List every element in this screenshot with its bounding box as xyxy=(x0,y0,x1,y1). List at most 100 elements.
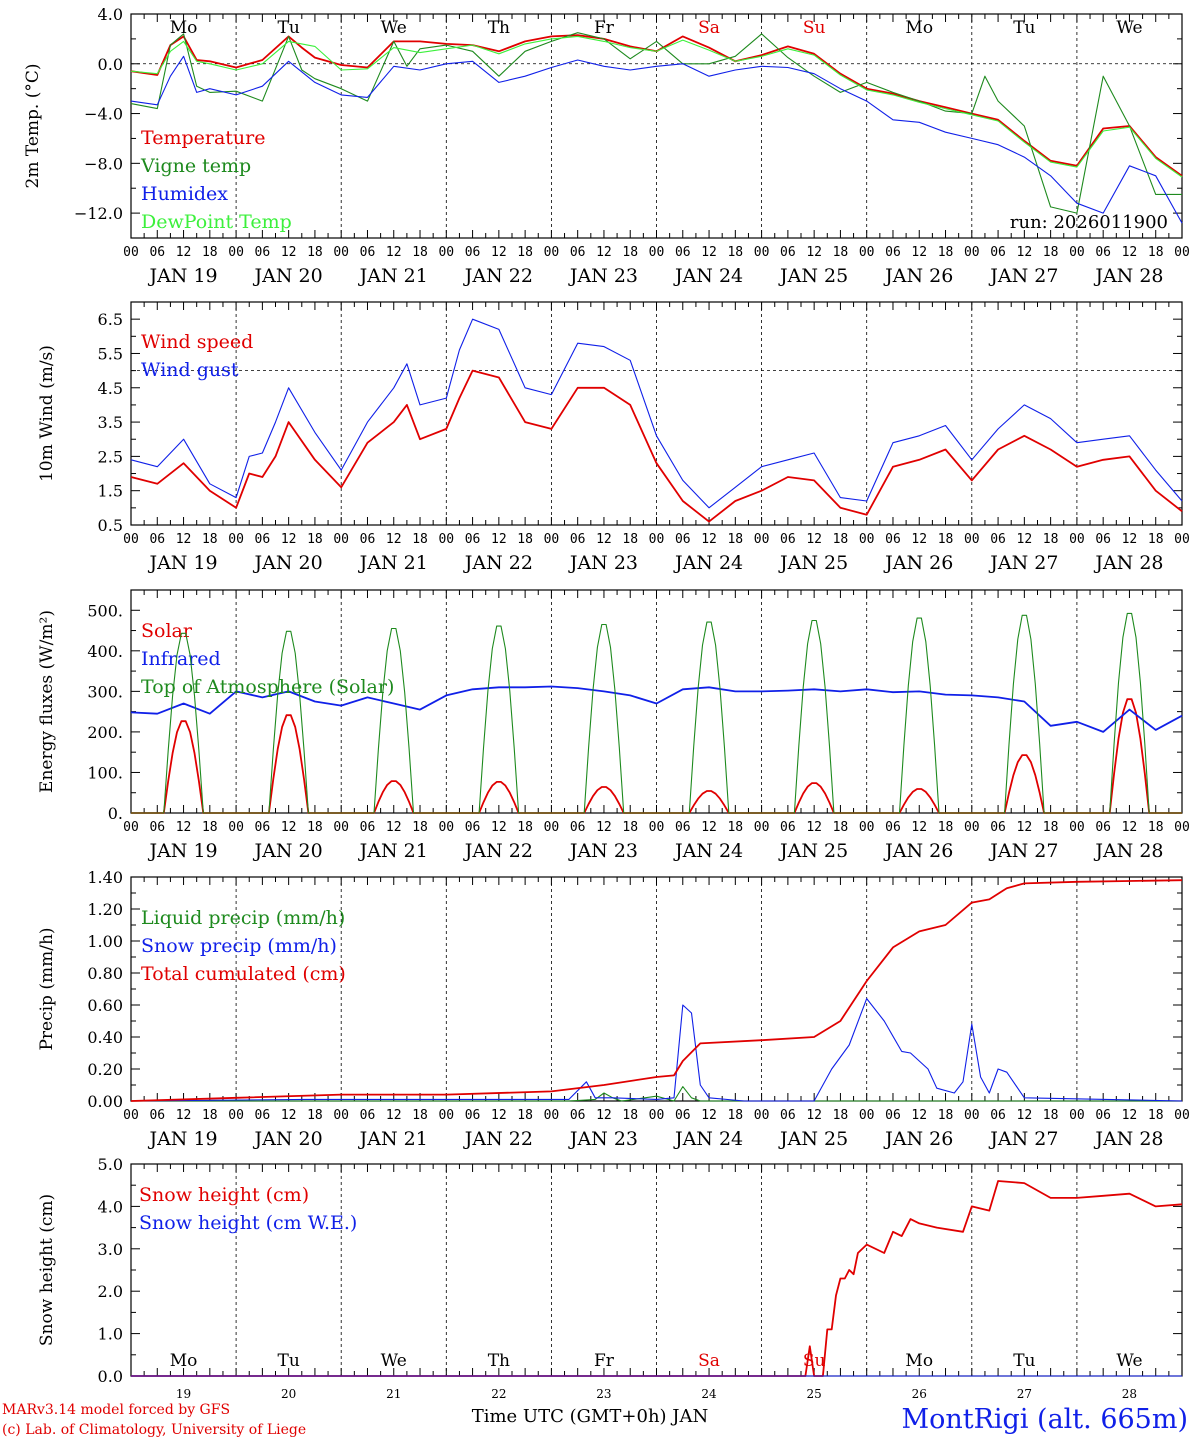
hour-tick-label: 12 xyxy=(1017,245,1033,260)
weekday-label: Tu xyxy=(1013,1351,1035,1371)
hour-tick-label: 00 xyxy=(754,1108,770,1123)
hour-tick-label: 00 xyxy=(964,1108,980,1123)
hour-tick-label: 18 xyxy=(727,532,743,547)
hour-tick-label: 18 xyxy=(202,245,218,260)
precip-legend-entry: Liquid precip (mm/h) xyxy=(141,907,345,929)
hour-tick-label: 00 xyxy=(859,820,875,835)
day-label: JAN 24 xyxy=(673,1128,743,1150)
hour-tick-label: 18 xyxy=(727,1108,743,1123)
day-label: JAN 21 xyxy=(358,265,428,287)
hour-tick-label: 06 xyxy=(465,532,481,547)
precip-y-tick-label: 0.20 xyxy=(87,1060,123,1079)
hour-tick-label: 06 xyxy=(780,1108,796,1123)
hour-tick-label: 00 xyxy=(1069,1108,1085,1123)
hour-tick-label: 12 xyxy=(911,820,927,835)
hour-tick-label: 06 xyxy=(990,245,1006,260)
hour-tick-label: 18 xyxy=(517,820,533,835)
hour-tick-label: 18 xyxy=(622,532,638,547)
hour-tick-label: 00 xyxy=(438,1108,454,1123)
hour-tick-label: 06 xyxy=(149,820,165,835)
hour-tick-label: 18 xyxy=(727,820,743,835)
day-number-label: 24 xyxy=(701,1387,717,1401)
hour-tick-label: 18 xyxy=(517,1108,533,1123)
weekday-label: Mo xyxy=(170,18,198,38)
day-label: JAN 26 xyxy=(883,1128,953,1150)
hour-tick-label: 00 xyxy=(1069,245,1085,260)
snow-y-tick-label: 2.0 xyxy=(98,1282,123,1301)
hour-tick-label: 00 xyxy=(1174,245,1190,260)
hour-tick-label: 12 xyxy=(911,245,927,260)
day-label: JAN 20 xyxy=(253,265,323,287)
weekday-label: Su xyxy=(803,18,826,38)
wind-y-tick-label: 1.5 xyxy=(98,482,123,501)
precip-series-snow-precip-mm-h- xyxy=(130,998,1183,1102)
temp-y-tick-label: −8.0 xyxy=(84,154,123,173)
weekday-label: Th xyxy=(488,18,510,38)
hour-tick-label: 00 xyxy=(649,245,665,260)
day-label: JAN 24 xyxy=(673,265,743,287)
snow-y-tick-label: 3.0 xyxy=(98,1240,123,1259)
hour-tick-label: 12 xyxy=(1122,820,1138,835)
hour-tick-label: 06 xyxy=(255,532,271,547)
day-label: JAN 23 xyxy=(568,840,638,862)
hour-tick-label: 06 xyxy=(149,245,165,260)
hour-tick-label: 06 xyxy=(780,245,796,260)
hour-tick-label: 00 xyxy=(228,1108,244,1123)
hour-tick-label: 00 xyxy=(544,820,560,835)
weekday-label: We xyxy=(381,18,407,38)
hour-tick-label: 12 xyxy=(176,1108,192,1123)
hour-tick-label: 06 xyxy=(360,245,376,260)
hour-tick-label: 12 xyxy=(701,532,717,547)
hour-tick-label: 18 xyxy=(622,245,638,260)
hour-tick-label: 00 xyxy=(859,532,875,547)
day-label: JAN 28 xyxy=(1093,265,1163,287)
wind-y-tick-label: 4.5 xyxy=(98,379,123,398)
energy-legend-entry: Solar xyxy=(141,620,193,642)
day-label: JAN 21 xyxy=(358,1128,428,1150)
precip-y-tick-label: 1.00 xyxy=(87,932,123,951)
hour-tick-label: 18 xyxy=(1148,532,1164,547)
hour-tick-label: 06 xyxy=(990,532,1006,547)
hour-tick-label: 00 xyxy=(1174,1108,1190,1123)
day-label: JAN 22 xyxy=(463,552,533,574)
day-label: JAN 24 xyxy=(673,552,743,574)
hour-tick-label: 12 xyxy=(491,1108,507,1123)
hour-tick-label: 06 xyxy=(675,820,691,835)
hour-tick-label: 00 xyxy=(649,532,665,547)
snow-y-tick-label: 5.0 xyxy=(98,1155,123,1174)
temp-series-vigne-temp xyxy=(130,32,1182,214)
temp-legend-entry: Temperature xyxy=(141,127,265,149)
hour-tick-label: 18 xyxy=(1148,1108,1164,1123)
wind-plot-frame xyxy=(130,301,1183,526)
day-label: JAN 26 xyxy=(883,265,953,287)
hour-tick-label: 00 xyxy=(1069,820,1085,835)
hour-tick-label: 12 xyxy=(596,1108,612,1123)
day-label: JAN 24 xyxy=(673,840,743,862)
hour-tick-label: 06 xyxy=(1095,532,1111,547)
hour-tick-label: 12 xyxy=(806,532,822,547)
hour-tick-label: 18 xyxy=(1043,820,1059,835)
energy-y-tick-label: 500. xyxy=(87,601,123,620)
wind-y-tick-label: 3.5 xyxy=(98,413,123,432)
hour-tick-label: 06 xyxy=(780,532,796,547)
hour-tick-label: 12 xyxy=(806,820,822,835)
hour-tick-label: 00 xyxy=(438,532,454,547)
day-number-label: 20 xyxy=(281,1387,296,1401)
hour-tick-label: 06 xyxy=(465,820,481,835)
lab-credit: (c) Lab. of Climatology, University of L… xyxy=(2,1422,306,1438)
hour-tick-label: 00 xyxy=(333,245,349,260)
energy-series-top-of-atmosphere-solar- xyxy=(131,612,1182,814)
hour-tick-label: 18 xyxy=(307,1108,323,1123)
day-number-label: 21 xyxy=(386,1387,401,1401)
temp-series-temperature xyxy=(130,34,1183,177)
hour-tick-label: 18 xyxy=(202,1108,218,1123)
hour-tick-label: 00 xyxy=(649,1108,665,1123)
hour-tick-label: 18 xyxy=(307,245,323,260)
precip-y-tick-label: 1.20 xyxy=(87,900,123,919)
hour-tick-label: 18 xyxy=(938,245,954,260)
day-label: JAN 28 xyxy=(1093,840,1163,862)
hour-tick-label: 12 xyxy=(281,532,297,547)
hour-tick-label: 06 xyxy=(780,820,796,835)
hour-tick-label: 06 xyxy=(465,245,481,260)
day-label: JAN 19 xyxy=(147,552,217,574)
